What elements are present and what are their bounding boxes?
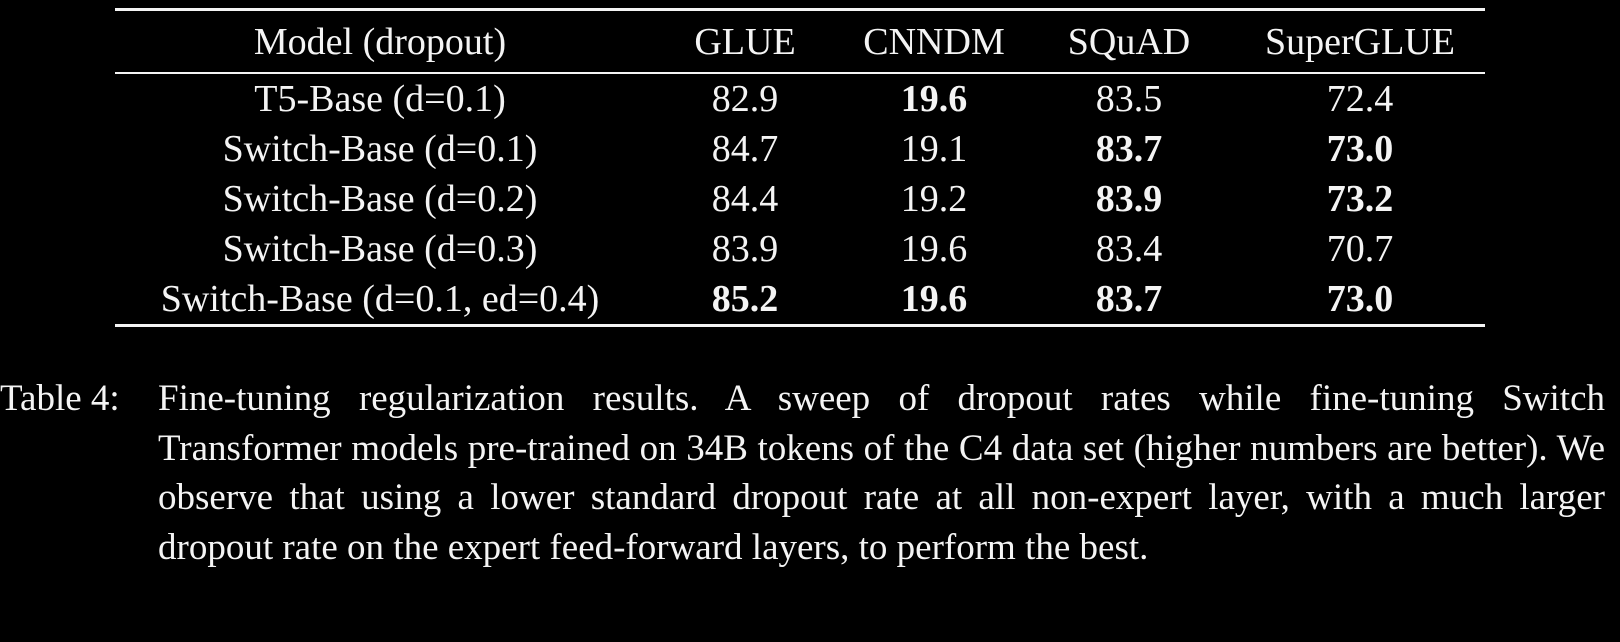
caption-text: Fine-tuning regularization results. A sw… — [158, 378, 1605, 568]
squad-cell: 83.4 — [1095, 228, 1163, 270]
model-cell: Switch-Base (d=0.1, ed=0.4) — [160, 278, 600, 320]
superglue-cell: 73.0 — [1326, 278, 1394, 320]
table-bottom-rule — [115, 324, 1485, 327]
cnndm-cell: 19.6 — [900, 78, 968, 120]
squad-cell: 83.9 — [1095, 178, 1163, 220]
superglue-cell: 70.7 — [1326, 228, 1394, 270]
model-cell: Switch-Base (d=0.3) — [222, 228, 538, 270]
results-table: Model (dropout) GLUE CNNDM SQuAD SuperGL… — [115, 11, 1485, 72]
results-table-body: T5-Base (d=0.1) 82.9 19.6 83.5 72.4 Switch-Ba… — [115, 74, 1485, 324]
table-header-rule — [115, 72, 1485, 74]
table-row: Switch-Base (d=0.2) 84.4 19.2 83.9 73.2 — [115, 174, 1485, 224]
glue-cell: 85.2 — [711, 278, 779, 320]
cnndm-cell: 19.1 — [900, 128, 968, 170]
header-model: Model (dropout) — [253, 20, 507, 63]
glue-cell: 84.4 — [711, 178, 779, 220]
caption-label: Table 4: — [0, 378, 120, 419]
table-header-row: Model (dropout) GLUE CNNDM SQuAD SuperGL… — [115, 11, 1485, 72]
table-row: Switch-Base (d=0.1, ed=0.4) 85.2 19.6 83.7 7… — [115, 274, 1485, 324]
table-row: T5-Base (d=0.1) 82.9 19.6 83.5 72.4 — [115, 74, 1485, 124]
superglue-cell: 73.2 — [1326, 178, 1394, 220]
squad-cell: 83.7 — [1095, 278, 1163, 320]
header-cnndm: CNNDM — [863, 20, 1005, 63]
header-glue: GLUE — [694, 20, 796, 63]
glue-cell: 82.9 — [711, 78, 779, 120]
header-squad: SQuAD — [1067, 20, 1191, 63]
table-row: Switch-Base (d=0.3) 83.9 19.6 83.4 70.7 — [115, 224, 1485, 274]
header-superglue: SuperGLUE — [1265, 20, 1455, 63]
glue-cell: 83.9 — [711, 228, 779, 270]
squad-cell: 83.5 — [1095, 78, 1163, 120]
cnndm-cell: 19.2 — [900, 178, 968, 220]
results-table-container: Model (dropout) GLUE CNNDM SQuAD SuperGL… — [115, 8, 1485, 327]
glue-cell: 84.7 — [711, 128, 779, 170]
superglue-cell: 73.0 — [1326, 128, 1394, 170]
table-top-rule — [115, 8, 1485, 11]
cnndm-cell: 19.6 — [900, 278, 968, 320]
squad-cell: 83.7 — [1095, 128, 1163, 170]
superglue-cell: 72.4 — [1326, 78, 1394, 120]
model-cell: T5-Base (d=0.1) — [254, 78, 506, 120]
model-cell: Switch-Base (d=0.2) — [222, 178, 538, 220]
table-row: Switch-Base (d=0.1) 84.7 19.1 83.7 73.0 — [115, 124, 1485, 174]
cnndm-cell: 19.6 — [900, 228, 968, 270]
model-cell: Switch-Base (d=0.1) — [222, 128, 538, 170]
